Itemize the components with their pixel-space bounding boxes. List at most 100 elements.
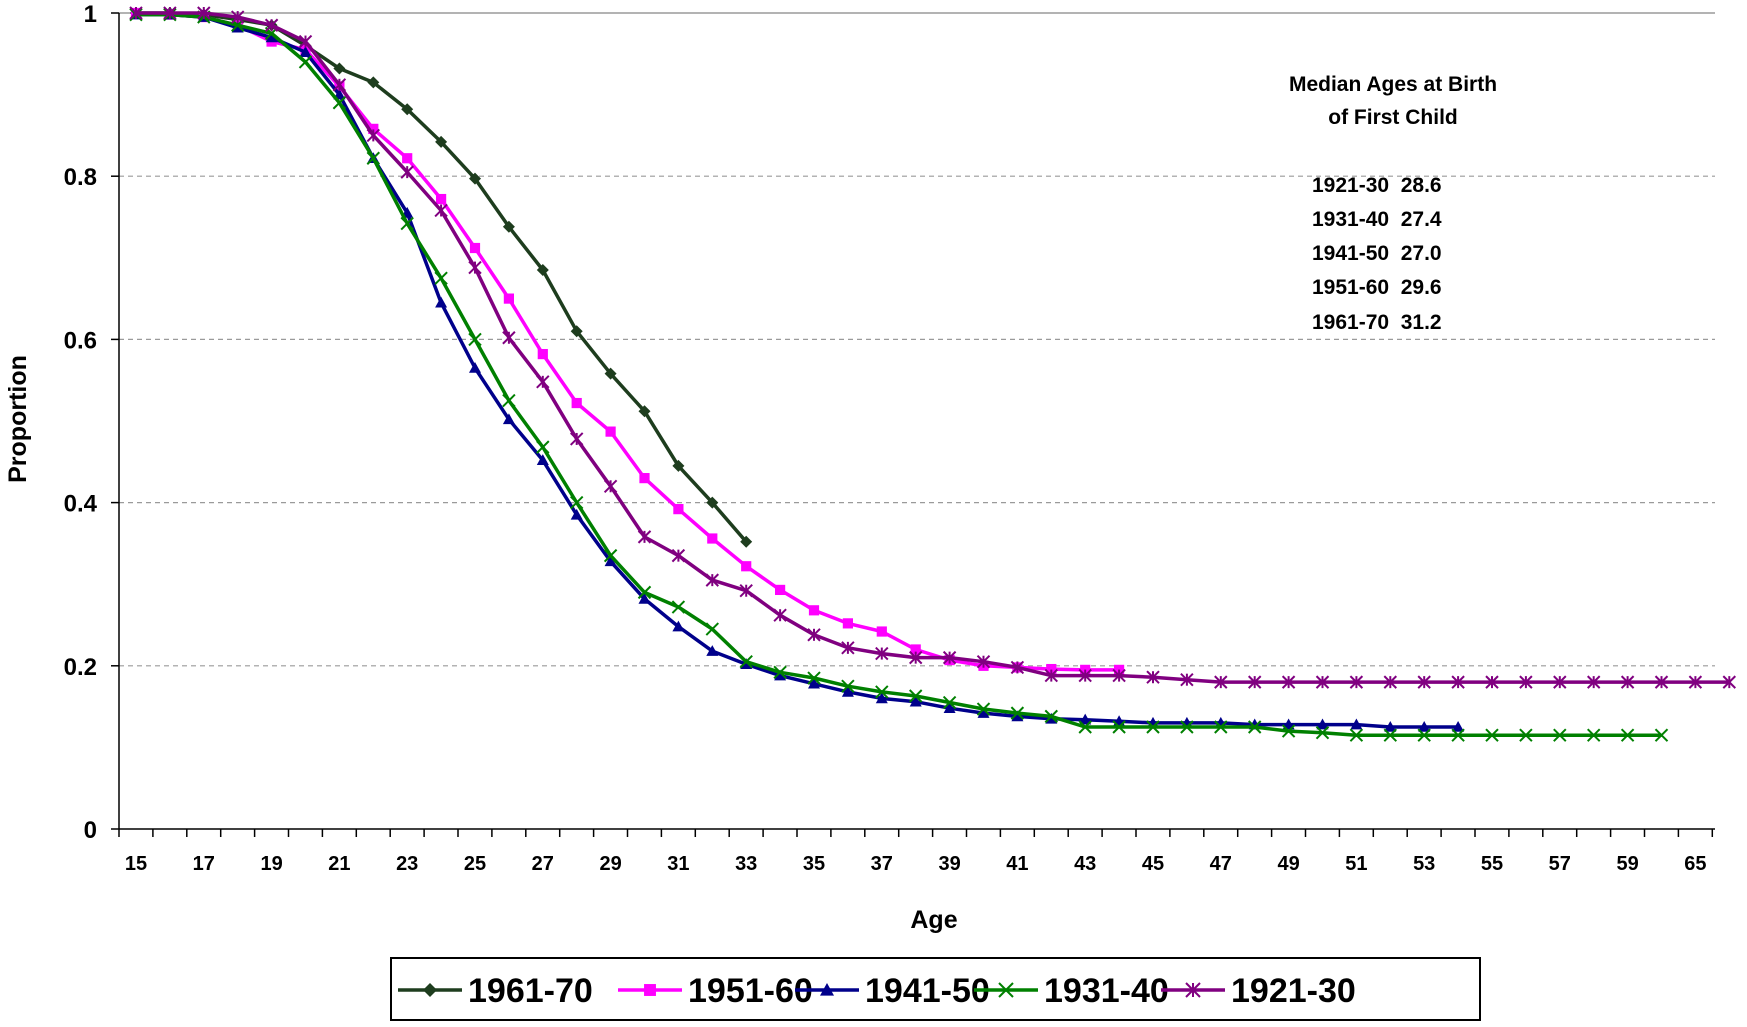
x-tick-label: 29: [599, 853, 621, 875]
legend-label: 1961-70: [468, 972, 593, 1010]
data-point: [1079, 713, 1092, 725]
annotation-row: 1961-70 31.2: [1312, 311, 1442, 334]
data-point: [1112, 720, 1126, 734]
data-point: [706, 645, 719, 656]
data-point: [604, 555, 617, 567]
data-point-stroke: [671, 600, 686, 614]
data-point: [943, 702, 956, 714]
series-1931-40: [129, 7, 1669, 742]
data-point: [1078, 668, 1092, 683]
data-point: [773, 608, 787, 622]
series-line: [136, 12, 1662, 737]
data-point: [672, 620, 685, 632]
data-point: [1586, 675, 1601, 689]
data-point: [1722, 675, 1737, 689]
data-point-stroke: [569, 495, 584, 510]
data-point: [639, 473, 650, 484]
data-point: [705, 622, 720, 636]
y-axis-title: Proportion: [4, 355, 32, 483]
data-point: [1519, 675, 1533, 689]
data-point: [1316, 718, 1329, 730]
data-point-stroke: [1247, 720, 1262, 734]
data-point: [807, 671, 821, 685]
data-point-stroke: [1654, 728, 1669, 742]
x-tick-label: 43: [1074, 853, 1096, 875]
data-point: [265, 31, 278, 43]
data-point-stroke: [637, 585, 652, 600]
annotation-title-line2: of First Child: [1328, 106, 1458, 129]
x-tick-label: 49: [1277, 853, 1299, 875]
data-point-stroke: [366, 151, 381, 165]
data-point: [1350, 718, 1363, 730]
data-point: [1315, 675, 1330, 689]
y-tick-label: 0.8: [64, 164, 97, 191]
data-point: [673, 504, 684, 515]
data-point: [707, 533, 718, 544]
data-point: [942, 650, 957, 665]
data-point-stroke: [468, 332, 482, 347]
data-point: [1620, 728, 1635, 742]
data-point: [603, 548, 618, 563]
data-point: [1417, 675, 1431, 689]
data-point: [1214, 675, 1228, 689]
data-point: [469, 172, 481, 185]
series-1921-30: [129, 6, 1737, 689]
data-point: [129, 6, 143, 20]
data-point: [671, 600, 686, 614]
data-point: [1485, 675, 1499, 689]
data-point: [1281, 724, 1296, 738]
legend-item: 1941-50: [795, 972, 990, 1010]
data-point: [1010, 706, 1025, 720]
data-point: [502, 413, 515, 425]
data-point-stroke: [1485, 728, 1499, 742]
data-point-stroke: [1112, 720, 1126, 734]
data-point: [1688, 675, 1703, 689]
data-point: [1417, 728, 1431, 742]
data-point: [1078, 720, 1092, 734]
data-point: [502, 331, 516, 345]
data-point: [1519, 728, 1533, 742]
data-point-stroke: [536, 440, 550, 454]
data-point-stroke: [1451, 728, 1465, 742]
data-point: [1044, 668, 1059, 683]
data-point-stroke: [1180, 720, 1194, 734]
data-point-stroke: [1620, 728, 1635, 742]
data-point: [230, 10, 245, 24]
data-point: [468, 260, 482, 275]
x-tick-label: 39: [938, 853, 960, 875]
data-point: [435, 135, 448, 148]
data-point-stroke: [976, 702, 991, 716]
x-tick-label: 33: [735, 853, 757, 875]
data-point: [231, 21, 244, 33]
data-point: [400, 216, 414, 231]
data-point: [637, 530, 652, 544]
x-tick-label: 51: [1345, 853, 1367, 875]
data-point-stroke: [739, 655, 753, 669]
data-point-stroke: [841, 679, 855, 693]
data-point: [366, 151, 381, 165]
data-point: [298, 34, 313, 49]
data-point: [841, 685, 854, 697]
data-point: [672, 459, 685, 472]
data-point: [1553, 675, 1567, 689]
x-tick-label: 15: [125, 853, 147, 875]
data-point: [502, 220, 515, 233]
data-point: [977, 707, 990, 718]
data-point-stroke: [400, 216, 414, 231]
data-point: [739, 655, 753, 669]
data-point: [468, 332, 482, 347]
legend: 1961-70 1951-60 1941-50 1931-40 1921-30: [390, 957, 1481, 1021]
data-point: [876, 626, 887, 637]
series-line: [136, 11, 1730, 684]
data-point: [740, 658, 753, 669]
data-point: [875, 646, 889, 661]
data-point-stroke: [1349, 728, 1364, 742]
data-point-stroke: [1044, 709, 1059, 724]
legend-box: [390, 957, 1481, 1021]
y-tick-label: 0.6: [64, 327, 97, 354]
annotation-title-line1: Median Ages at Birth: [1289, 73, 1497, 96]
data-point: [1281, 675, 1296, 689]
data-point: [942, 695, 957, 710]
x-tick-label: 41: [1006, 853, 1028, 875]
